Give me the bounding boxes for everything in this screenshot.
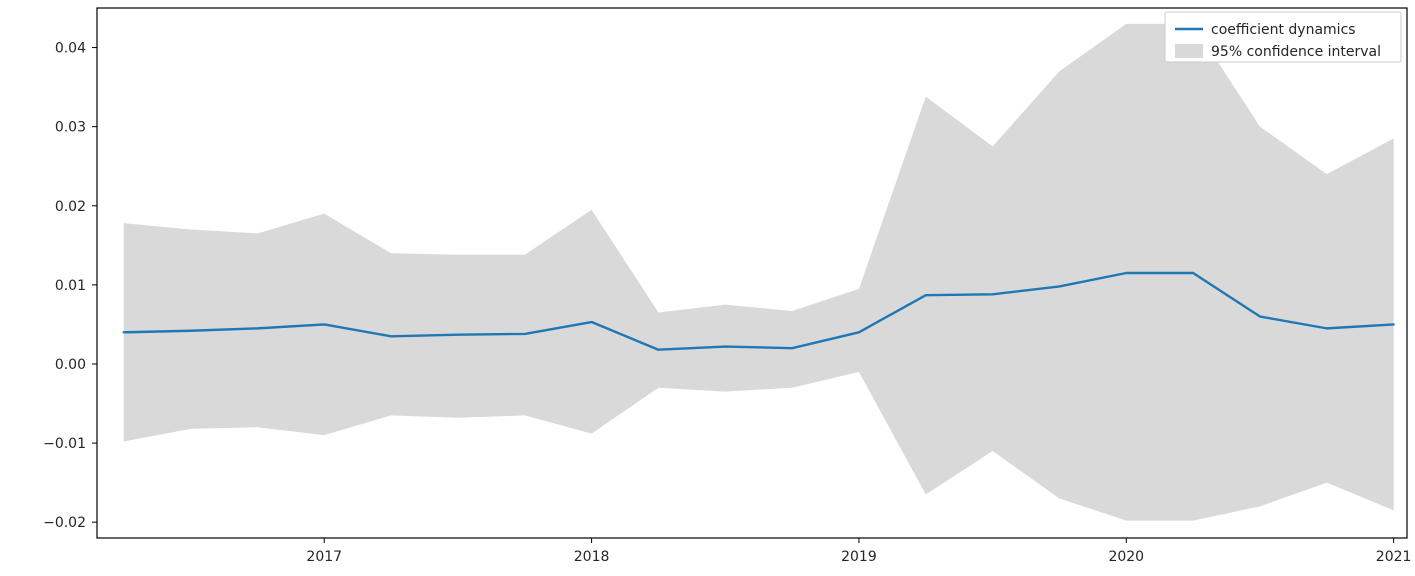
x-tick-label: 2020 [1108, 549, 1144, 565]
y-tick-label: −0.02 [43, 515, 86, 531]
x-tick-label: 2018 [574, 549, 610, 565]
y-tick-label: 0.02 [55, 199, 86, 215]
x-tick-label: 2021 [1376, 549, 1412, 565]
legend: coefficient dynamics 95% confidence inter… [1165, 12, 1401, 62]
chart-svg: 2017 2018 2019 2020 2021 −0.02 −0.01 0.00 0.01 0.… [0, 0, 1415, 576]
x-tick-label: 2019 [841, 549, 877, 565]
y-tick-label: 0.00 [55, 357, 86, 373]
y-tick-label: 0.01 [55, 278, 86, 294]
y-tick-label: 0.03 [55, 120, 86, 136]
y-tick-label: −0.01 [43, 436, 86, 452]
x-tick-label: 2017 [306, 549, 342, 565]
y-tick-label: 0.04 [55, 41, 86, 57]
chart-container: 2017 2018 2019 2020 2021 −0.02 −0.01 0.00 0.01 0.… [0, 0, 1415, 576]
legend-label: 95% confidence interval [1211, 44, 1381, 60]
legend-label: coefficient dynamics [1211, 22, 1356, 38]
